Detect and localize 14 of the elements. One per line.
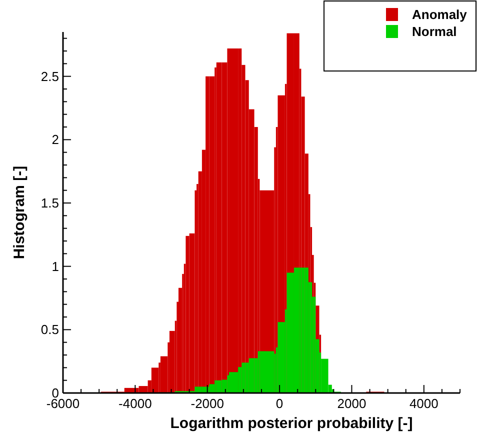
y-tick-label: 1.5 <box>40 196 59 210</box>
legend-label: Anomaly <box>412 7 468 22</box>
y-tick-label: 1 <box>52 258 59 274</box>
legend-label: Normal <box>412 24 457 39</box>
y-axis-title: Histogram [-] <box>11 166 28 260</box>
y-tick-label: 2 <box>52 132 59 148</box>
y-tick-label: 2.5 <box>40 68 59 84</box>
x-axis-title: Logarithm posterior probability [-] <box>170 415 413 432</box>
x-tick-label: 4000 <box>409 396 438 411</box>
x-tick-label: -2000 <box>190 396 224 411</box>
y-tick-label: 0.5 <box>40 322 59 338</box>
x-tick-label: 0 <box>276 396 284 411</box>
x-tick-label: 2000 <box>337 396 366 411</box>
x-tick-label: -4000 <box>118 396 152 411</box>
